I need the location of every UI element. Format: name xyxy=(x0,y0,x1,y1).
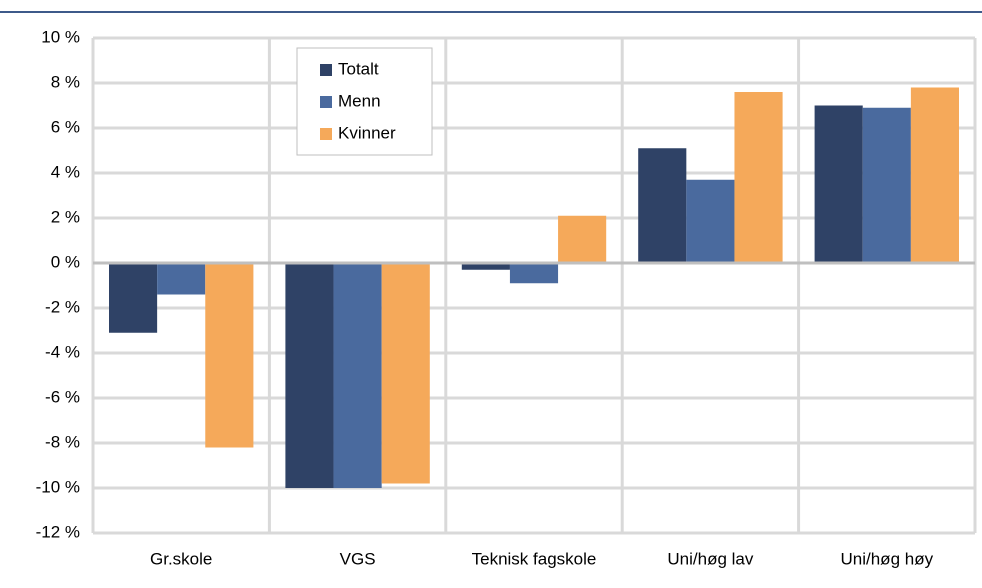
bar xyxy=(285,263,334,488)
bar xyxy=(638,148,687,263)
bar xyxy=(333,263,382,488)
bar xyxy=(814,105,863,263)
y-tick-label: 8 % xyxy=(51,72,80,91)
y-tick-label: -12 % xyxy=(36,522,80,541)
y-tick-label: -2 % xyxy=(45,297,80,316)
legend-swatch xyxy=(320,128,332,140)
y-tick-label: 2 % xyxy=(51,207,80,226)
x-tick-label: Uni/høg høy xyxy=(841,549,934,568)
bar xyxy=(910,87,959,263)
legend-box xyxy=(296,47,433,156)
bar xyxy=(381,263,430,484)
bar xyxy=(157,263,206,295)
bar xyxy=(686,179,735,263)
legend-swatch xyxy=(320,96,332,108)
x-tick-label: VGS xyxy=(340,549,376,568)
y-tick-label: 10 % xyxy=(41,27,80,46)
x-tick-label: Teknisk fagskole xyxy=(472,549,597,568)
legend-swatch xyxy=(320,64,332,76)
legend-label: Menn xyxy=(338,91,381,110)
x-tick-label: Uni/høg lav xyxy=(667,549,753,568)
bar xyxy=(205,263,254,448)
bar xyxy=(734,92,783,263)
bar xyxy=(509,263,559,284)
bar xyxy=(109,263,158,333)
y-tick-label: 0 % xyxy=(51,252,80,271)
legend-label: Kvinner xyxy=(338,123,396,142)
bar xyxy=(862,107,911,263)
y-tick-label: 6 % xyxy=(51,117,80,136)
y-tick-label: -8 % xyxy=(45,432,80,451)
y-tick-label: -4 % xyxy=(45,342,80,361)
x-tick-label: Gr.skole xyxy=(150,549,212,568)
legend: Totalt Menn Kvinner xyxy=(296,47,433,156)
y-tick-label: -6 % xyxy=(45,387,80,406)
y-tick-label: 4 % xyxy=(51,162,80,181)
bar xyxy=(461,263,510,270)
bars xyxy=(93,87,975,488)
bar xyxy=(558,215,607,263)
y-tick-label: -10 % xyxy=(36,477,80,496)
legend-label: Totalt xyxy=(338,59,379,78)
